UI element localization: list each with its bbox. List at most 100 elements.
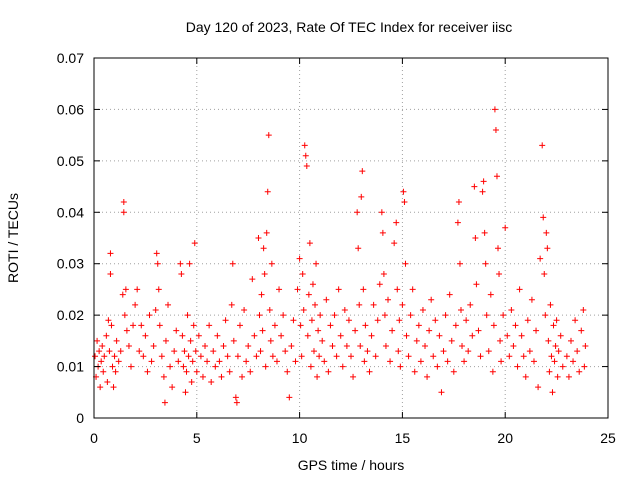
data-point [171,348,178,355]
data-point [504,332,511,339]
data-point [206,322,213,329]
data-point [381,312,388,319]
data-point [364,348,371,355]
data-point [337,332,344,339]
data-point [181,348,188,355]
data-point [226,368,233,375]
data-point [469,332,476,339]
data-point [545,337,552,344]
data-point [535,384,542,391]
data-point [121,312,128,319]
data-point [298,353,305,360]
data-point [352,327,359,334]
data-point [428,296,435,303]
data-point [183,368,190,375]
data-point [132,301,139,308]
data-point [278,332,285,339]
data-point [146,312,153,319]
data-point [570,358,577,365]
data-point [142,332,149,339]
data-point [440,348,447,355]
data-point [276,286,283,293]
data-point [204,358,211,365]
data-point [165,301,172,308]
data-point [539,142,546,149]
data-point [115,358,122,365]
data-point [357,343,364,349]
data-point [362,322,369,329]
data-point [382,343,389,349]
data-point [190,322,197,329]
data-point [262,363,269,370]
y-tick-label: 0.02 [57,307,84,323]
data-point [232,394,239,401]
data-point [113,337,120,344]
data-point [409,286,416,293]
data-point [387,358,394,365]
data-point [98,358,105,365]
data-point [292,358,299,365]
data-point [150,343,157,349]
data-point [554,373,561,380]
data-point [307,363,314,370]
data-point [148,358,155,365]
data-point [480,178,487,185]
data-point [158,353,165,360]
data-point [234,353,241,360]
data-point [463,317,470,324]
data-point [251,332,258,339]
plot-frame [93,57,609,419]
data-point [442,312,449,319]
data-point [455,199,462,205]
data-point [319,337,326,344]
data-point [123,327,130,334]
data-point [563,353,570,360]
data-point [120,199,127,205]
data-point [448,337,455,344]
data-point [395,348,402,355]
data-point [288,343,295,349]
data-point [565,373,572,380]
chart-title: Day 120 of 2023, Rate Of TEC Index for r… [186,19,513,35]
data-point [355,245,362,252]
data-point [541,271,548,277]
data-point [354,209,361,216]
data-point [199,373,206,380]
data-point [109,363,116,370]
grid-lines [94,58,608,418]
data-point [101,353,108,360]
data-point [559,363,566,370]
data-point [481,229,488,236]
data-point [119,291,126,298]
data-point [125,343,132,349]
data-point [236,322,243,329]
data-point [475,327,482,334]
data-point [402,260,409,267]
data-point [97,384,104,391]
data-point [253,353,260,360]
data-point [290,317,297,324]
data-point [130,322,137,329]
data-point [576,368,583,375]
data-point [544,245,551,252]
data-point [522,373,529,380]
data-point [438,389,445,396]
data-point [493,173,500,180]
data-point [259,327,266,334]
data-point [303,163,310,169]
data-point [160,373,167,380]
data-point [547,301,554,308]
data-point [258,291,265,298]
data-point [555,348,562,355]
data-point [472,235,479,241]
data-point [411,368,418,375]
data-point [385,296,392,303]
y-tick-label: 0.03 [57,256,84,272]
data-point [156,322,163,329]
data-point [308,317,315,324]
y-tick-label: 0.07 [57,50,84,66]
data-point [341,307,348,313]
data-point [397,363,404,370]
data-point [210,348,217,355]
data-point [487,291,494,298]
